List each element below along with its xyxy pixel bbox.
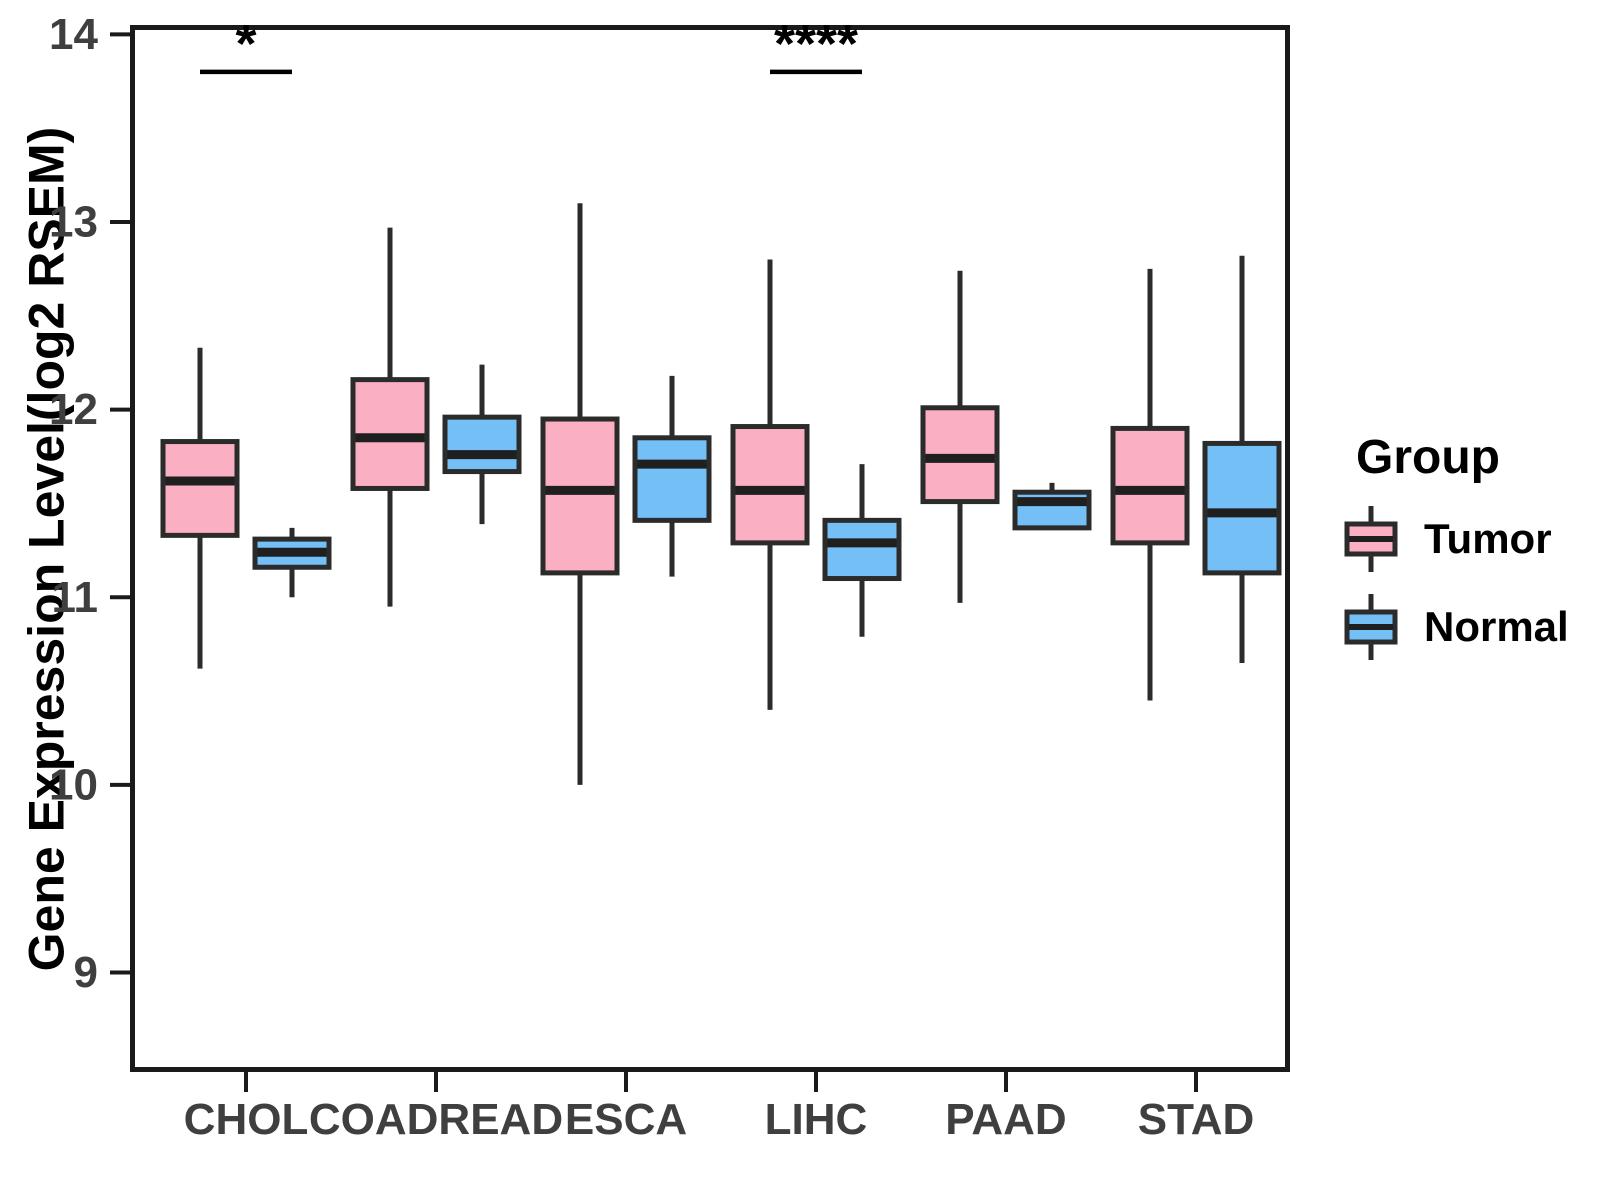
legend-item-normal: Normal	[1342, 591, 1569, 663]
legend-boxplot-glyph-normal	[1344, 594, 1398, 660]
y-axis-title: Gene Expression Level(log2 RSEM)	[0, 25, 92, 1072]
x-tick-label: PAAD	[945, 1095, 1066, 1144]
significance-label-lihc: ****	[774, 14, 858, 74]
box-tumor-esca	[540, 416, 620, 576]
y-tick-label: 11	[51, 573, 98, 622]
x-tick-label: COADREAD	[309, 1095, 563, 1144]
box-tumor-chol	[160, 439, 240, 538]
box-normal-stad	[1202, 440, 1282, 576]
legend: Group Tumor Normal	[1342, 430, 1569, 679]
x-tick-label: CHOL	[184, 1095, 309, 1144]
legend-label-normal: Normal	[1424, 603, 1569, 650]
x-tick-label: LIHC	[765, 1095, 868, 1144]
y-tick-label: 12	[49, 385, 98, 434]
legend-label-tumor: Tumor	[1424, 515, 1552, 562]
y-tick-label: 9	[74, 948, 98, 997]
box-normal-coadread	[442, 414, 522, 475]
legend-title: Group	[1356, 431, 1500, 484]
legend-boxplot-glyph-tumor	[1344, 506, 1398, 572]
panel-border	[130, 25, 1290, 1072]
x-tick-label: ESCA	[565, 1095, 687, 1144]
boxplot-chart: 14 13 12 11 10 9 CHOL COADREAD ESCA LIHC PAAD STAD *…	[49, 10, 1290, 1144]
y-tick-label: 13	[49, 198, 98, 247]
y-axis-title-text: Gene Expression Level(log2 RSEM)	[18, 126, 74, 971]
significance-label-chol: *	[235, 14, 256, 74]
box-normal-lihc	[822, 517, 902, 582]
box-normal-esca	[632, 435, 712, 523]
y-tick-label: 10	[49, 760, 98, 809]
box-tumor-lihc	[730, 424, 810, 546]
x-tick-label: STAD	[1138, 1095, 1255, 1144]
box-tumor-stad	[1110, 425, 1190, 546]
y-tick-label: 14	[49, 10, 98, 59]
legend-item-tumor: Tumor	[1342, 503, 1569, 575]
legend-items: Tumor Normal	[1342, 503, 1569, 663]
